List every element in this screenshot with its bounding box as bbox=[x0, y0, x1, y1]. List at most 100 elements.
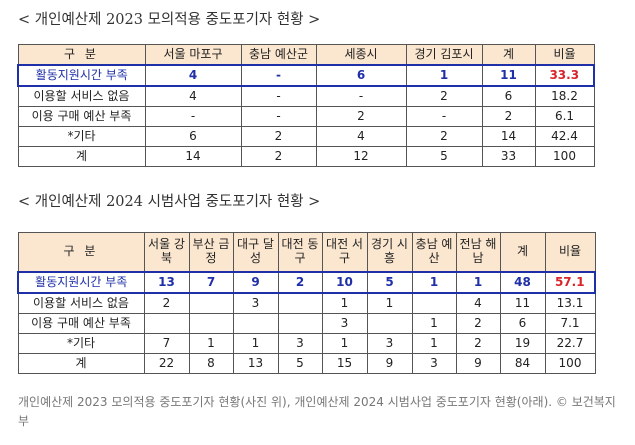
value-cell: 22 bbox=[143, 353, 190, 374]
row-label: 이용 구매 예산 부족 bbox=[17, 313, 145, 334]
table1-heading: < 개인예산제 2023 모의적용 중도포기자 현황 > bbox=[18, 12, 321, 28]
header-cell: 서울 강북 bbox=[143, 232, 190, 273]
value-cell: - bbox=[240, 85, 317, 107]
value-cell: 2 bbox=[455, 333, 501, 354]
value-cell: 3 bbox=[232, 292, 279, 314]
value-cell: 3 bbox=[277, 333, 323, 354]
header-cell: 대구 달성 bbox=[232, 232, 279, 273]
value-cell: 2 bbox=[277, 271, 323, 294]
value-cell: 13 bbox=[143, 271, 190, 294]
value-cell: 1 bbox=[321, 333, 368, 354]
row-label: 이용할 서비스 없음 bbox=[17, 292, 145, 314]
header-cell: 부산 금정 bbox=[188, 232, 234, 273]
rate-cell: 100 bbox=[544, 353, 596, 374]
value-cell: 1 bbox=[366, 292, 413, 314]
rate-cell: 33.3 bbox=[534, 64, 595, 87]
value-cell: 4 bbox=[144, 64, 242, 87]
row-label: 이용할 서비스 없음 bbox=[17, 85, 146, 107]
value-cell bbox=[188, 313, 234, 334]
table-row: *기타 7 1 1 3 1 3 1 2 19 22.7 bbox=[17, 333, 596, 354]
header-category: 구 분 bbox=[17, 44, 146, 66]
table-2024-dropouts: 구 분 서울 강북 부산 금정 대구 달성 대전 동구 대전 서구 경기 시흥 충남 예산 전남… bbox=[17, 232, 596, 374]
table-row: 활동지원시간 부족 13 7 9 2 10 5 1 1 48 57.1 bbox=[17, 271, 596, 294]
value-cell: 2 bbox=[143, 292, 190, 314]
value-cell: 6 bbox=[481, 85, 536, 107]
header-cell: 비율 bbox=[544, 232, 596, 273]
table-row: 이용할 서비스 없음 2 3 1 1 4 11 13.1 bbox=[17, 292, 596, 314]
table2-heading: < 개인예산제 2024 시범사업 중도포기자 현황 > bbox=[18, 194, 321, 210]
value-cell: 15 bbox=[321, 353, 368, 374]
value-cell: 9 bbox=[455, 353, 501, 374]
value-cell: 11 bbox=[481, 64, 536, 87]
value-cell: 6 bbox=[144, 126, 242, 147]
value-cell: 12 bbox=[315, 146, 407, 167]
value-cell: 14 bbox=[144, 146, 242, 167]
value-cell: 6 bbox=[315, 64, 407, 87]
value-cell: 5 bbox=[405, 146, 483, 167]
header-cell: 충남 예산군 bbox=[240, 44, 317, 66]
value-cell: 84 bbox=[499, 353, 546, 374]
value-cell: - bbox=[240, 106, 317, 127]
value-cell: - bbox=[405, 106, 483, 127]
value-cell: 3 bbox=[411, 353, 457, 374]
value-cell: 33 bbox=[481, 146, 536, 167]
header-row: 구 분 서울 마포구 충남 예산군 세종시 경기 김포시 계 비율 bbox=[17, 44, 595, 66]
value-cell: 19 bbox=[499, 333, 546, 354]
value-cell: 13 bbox=[232, 353, 279, 374]
row-label: 계 bbox=[17, 146, 146, 167]
value-cell: 1 bbox=[455, 271, 501, 294]
value-cell: 5 bbox=[277, 353, 323, 374]
value-cell: 48 bbox=[499, 271, 546, 294]
value-cell: - bbox=[240, 64, 317, 87]
value-cell: 8 bbox=[188, 353, 234, 374]
value-cell: 6 bbox=[499, 313, 546, 334]
value-cell: - bbox=[315, 85, 407, 107]
value-cell: 14 bbox=[481, 126, 536, 147]
value-cell: 1 bbox=[188, 333, 234, 354]
table-row: 이용 구매 예산 부족 - -2-2 6.1 bbox=[17, 106, 595, 127]
table-row: 활동지원시간 부족 4-6 1 11 33.3 bbox=[17, 64, 595, 87]
value-cell: 1 bbox=[321, 292, 368, 314]
table-row: 이용 구매 예산 부족 3 1 2 6 7.1 bbox=[17, 313, 596, 334]
row-label: *기타 bbox=[17, 126, 146, 147]
value-cell: 2 bbox=[240, 126, 317, 147]
header-cell: 세종시 bbox=[315, 44, 407, 66]
value-cell bbox=[188, 292, 234, 314]
row-label: 활동지원시간 부족 bbox=[17, 271, 145, 294]
header-cell: 서울 마포구 bbox=[144, 44, 242, 66]
value-cell: 5 bbox=[366, 271, 413, 294]
value-cell: 9 bbox=[232, 271, 279, 294]
value-cell: 1 bbox=[411, 313, 457, 334]
value-cell: 2 bbox=[405, 126, 483, 147]
header-row: 구 분 서울 강북 부산 금정 대구 달성 대전 동구 대전 서구 경기 시흥 충남 예산 전남… bbox=[17, 232, 596, 273]
rate-cell: 22.7 bbox=[544, 333, 596, 354]
value-cell: 10 bbox=[321, 271, 368, 294]
header-cell: 대전 동구 bbox=[277, 232, 323, 273]
value-cell: 2 bbox=[315, 106, 407, 127]
rate-cell: 42.4 bbox=[534, 126, 595, 147]
table-row: 이용할 서비스 없음 4- -2 6 18.2 bbox=[17, 85, 595, 107]
table-row: *기타 6 2 4 2 14 42.4 bbox=[17, 126, 595, 147]
value-cell: 7 bbox=[143, 333, 190, 354]
header-cell: 경기 시흥 bbox=[366, 232, 413, 273]
value-cell: 1 bbox=[405, 64, 483, 87]
row-label: *기타 bbox=[17, 333, 145, 354]
header-cell: 계 bbox=[481, 44, 536, 66]
rate-cell: 18.2 bbox=[534, 85, 595, 107]
value-cell: 2 bbox=[240, 146, 317, 167]
header-cell: 경기 김포시 bbox=[405, 44, 483, 66]
value-cell: 1 bbox=[411, 271, 457, 294]
table-2023-dropouts: 구 분 서울 마포구 충남 예산군 세종시 경기 김포시 계 비율 활동지원시간 부족 4-6 1… bbox=[17, 44, 595, 167]
value-cell bbox=[143, 313, 190, 334]
value-cell bbox=[232, 313, 279, 334]
rate-cell: 6.1 bbox=[534, 106, 595, 127]
value-cell: 3 bbox=[321, 313, 368, 334]
header-cell: 대전 서구 bbox=[321, 232, 368, 273]
value-cell: 4 bbox=[315, 126, 407, 147]
value-cell: 2 bbox=[455, 313, 501, 334]
value-cell bbox=[366, 313, 413, 334]
value-cell: 2 bbox=[405, 85, 483, 107]
value-cell: 4 bbox=[144, 85, 242, 107]
value-cell: - bbox=[144, 106, 242, 127]
value-cell: 1 bbox=[232, 333, 279, 354]
